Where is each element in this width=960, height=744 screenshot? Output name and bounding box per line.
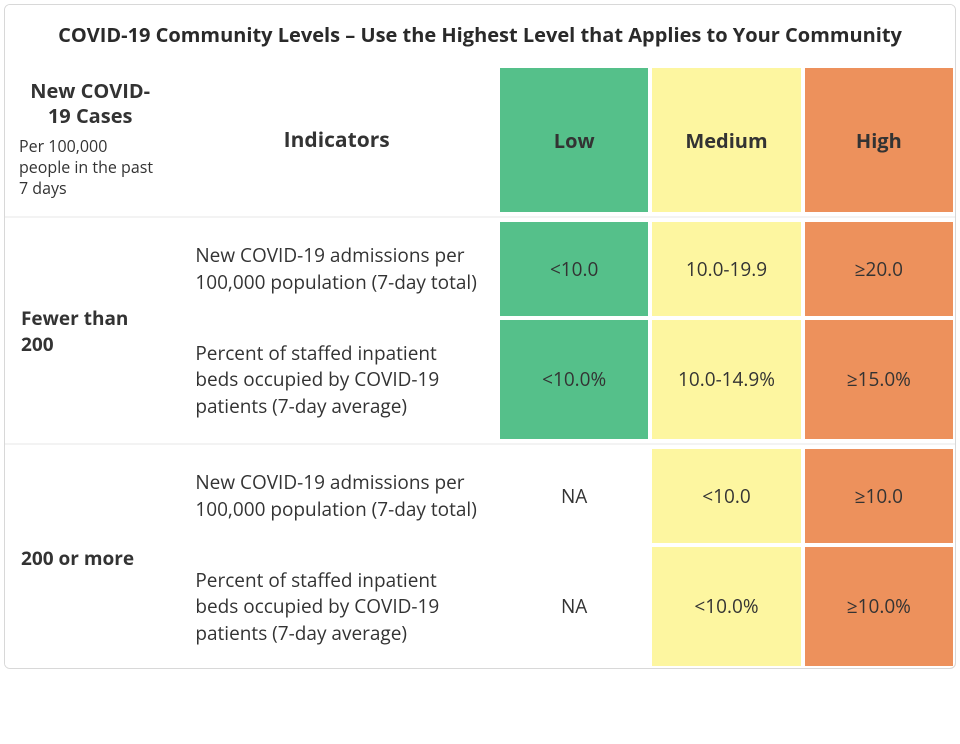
cases-title: New COVID-19 Cases	[19, 78, 161, 128]
table-row: 200 or more New COVID-19 admissions per …	[5, 447, 955, 544]
value-low: <10.0	[498, 220, 650, 317]
value-high: ≥10.0%	[803, 545, 955, 669]
cases-subtitle: Per 100,000 people in the past 7 days	[19, 136, 161, 198]
table-title: COVID-19 Community Levels – Use the High…	[5, 5, 955, 66]
col-header-indicators: Indicators	[175, 66, 498, 214]
value-high: ≥10.0	[803, 447, 955, 544]
col-header-low: Low	[498, 66, 650, 214]
indicator-text: New COVID-19 admissions per 100,000 popu…	[175, 447, 498, 544]
value-medium: 10.0-19.9	[650, 220, 802, 317]
community-levels-table: COVID-19 Community Levels – Use the High…	[4, 4, 956, 669]
group-label: 200 or more	[5, 447, 175, 668]
value-medium: <10.0%	[650, 545, 802, 669]
value-high: ≥15.0%	[803, 318, 955, 442]
title-row: COVID-19 Community Levels – Use the High…	[5, 5, 955, 66]
value-low: <10.0%	[498, 318, 650, 442]
indicator-text: Percent of staffed inpatient beds occupi…	[175, 545, 498, 669]
col-header-medium: Medium	[650, 66, 802, 214]
indicator-text: Percent of staffed inpatient beds occupi…	[175, 318, 498, 442]
indicator-text: New COVID-19 admissions per 100,000 popu…	[175, 220, 498, 317]
table-row: Fewer than 200 New COVID-19 admissions p…	[5, 220, 955, 317]
col-header-cases: New COVID-19 Cases Per 100,000 people in…	[5, 66, 175, 214]
col-header-high: High	[803, 66, 955, 214]
group-label: Fewer than 200	[5, 220, 175, 441]
table: COVID-19 Community Levels – Use the High…	[5, 5, 955, 668]
value-medium: 10.0-14.9%	[650, 318, 802, 442]
value-low: NA	[498, 545, 650, 669]
value-high: ≥20.0	[803, 220, 955, 317]
value-medium: <10.0	[650, 447, 802, 544]
value-low: NA	[498, 447, 650, 544]
header-row: New COVID-19 Cases Per 100,000 people in…	[5, 66, 955, 214]
